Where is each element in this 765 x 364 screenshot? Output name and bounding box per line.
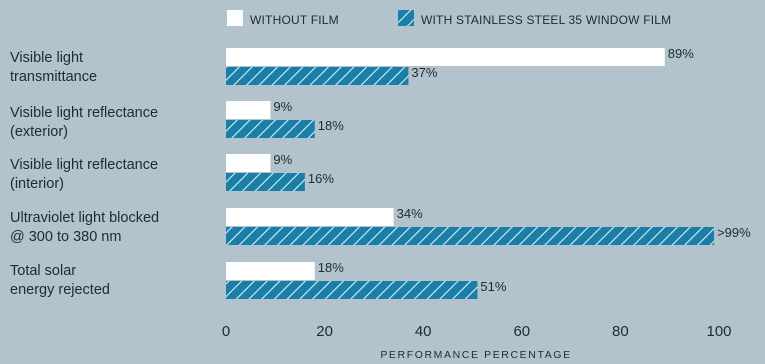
bars xyxy=(226,48,715,299)
bar-value-label: 9% xyxy=(273,99,292,114)
bar-value-label: 18% xyxy=(318,118,344,133)
bar-with-film xyxy=(226,173,305,191)
x-tick-label: 20 xyxy=(316,323,333,340)
bar-value-label: >99% xyxy=(717,225,751,240)
x-tick-label: 100 xyxy=(706,323,731,340)
category-label: Total solar energy rejected xyxy=(10,263,110,298)
x-tick-label: 40 xyxy=(415,323,432,340)
bar-without-film xyxy=(226,262,315,280)
bar-value-label: 89% xyxy=(668,46,694,61)
bar-value-label: 37% xyxy=(411,65,437,80)
bar-without-film xyxy=(226,48,665,66)
bar-with-film xyxy=(226,281,478,299)
legend-swatch-without-film xyxy=(227,10,243,26)
legend-swatch-with-film xyxy=(398,10,414,26)
x-tick-label: 60 xyxy=(513,323,530,340)
bar-without-film xyxy=(226,101,271,119)
category-label: Visible light reflectance (exterior) xyxy=(10,105,162,140)
x-tick-label: 80 xyxy=(612,323,629,340)
value-labels: 89% 9% 9% 34% 18% 37% 18% 16% >99% 51% xyxy=(273,46,751,294)
bar-value-label: 16% xyxy=(308,171,334,186)
bar-value-label: 51% xyxy=(480,279,506,294)
legend-label-with-film: WITH STAINLESS STEEL 35 WINDOW FILM xyxy=(421,13,671,27)
category-label: Visible light transmittance xyxy=(10,50,97,85)
bar-value-label: 18% xyxy=(318,260,344,275)
bar-with-film xyxy=(226,227,715,245)
bar-without-film xyxy=(226,154,271,172)
x-axis-title: PERFORMANCE PERCENTAGE xyxy=(380,349,571,361)
legend: WITHOUT FILM WITH STAINLESS STEEL 35 WIN… xyxy=(227,10,671,27)
bar-with-film xyxy=(226,120,315,138)
bar-value-label: 34% xyxy=(397,206,423,221)
bar-value-label: 9% xyxy=(273,152,292,167)
x-axis-ticks: 0 20 40 60 80 100 xyxy=(222,323,732,340)
x-tick-label: 0 xyxy=(222,323,230,340)
bar-with-film xyxy=(226,67,409,85)
category-labels: Visible light transmittance Visible ligh… xyxy=(10,50,163,298)
category-label: Ultraviolet light blocked @ 300 to 380 n… xyxy=(10,210,163,245)
category-label: Visible light reflectance (interior) xyxy=(10,157,162,192)
bar-without-film xyxy=(226,208,394,226)
legend-label-without-film: WITHOUT FILM xyxy=(250,13,339,27)
